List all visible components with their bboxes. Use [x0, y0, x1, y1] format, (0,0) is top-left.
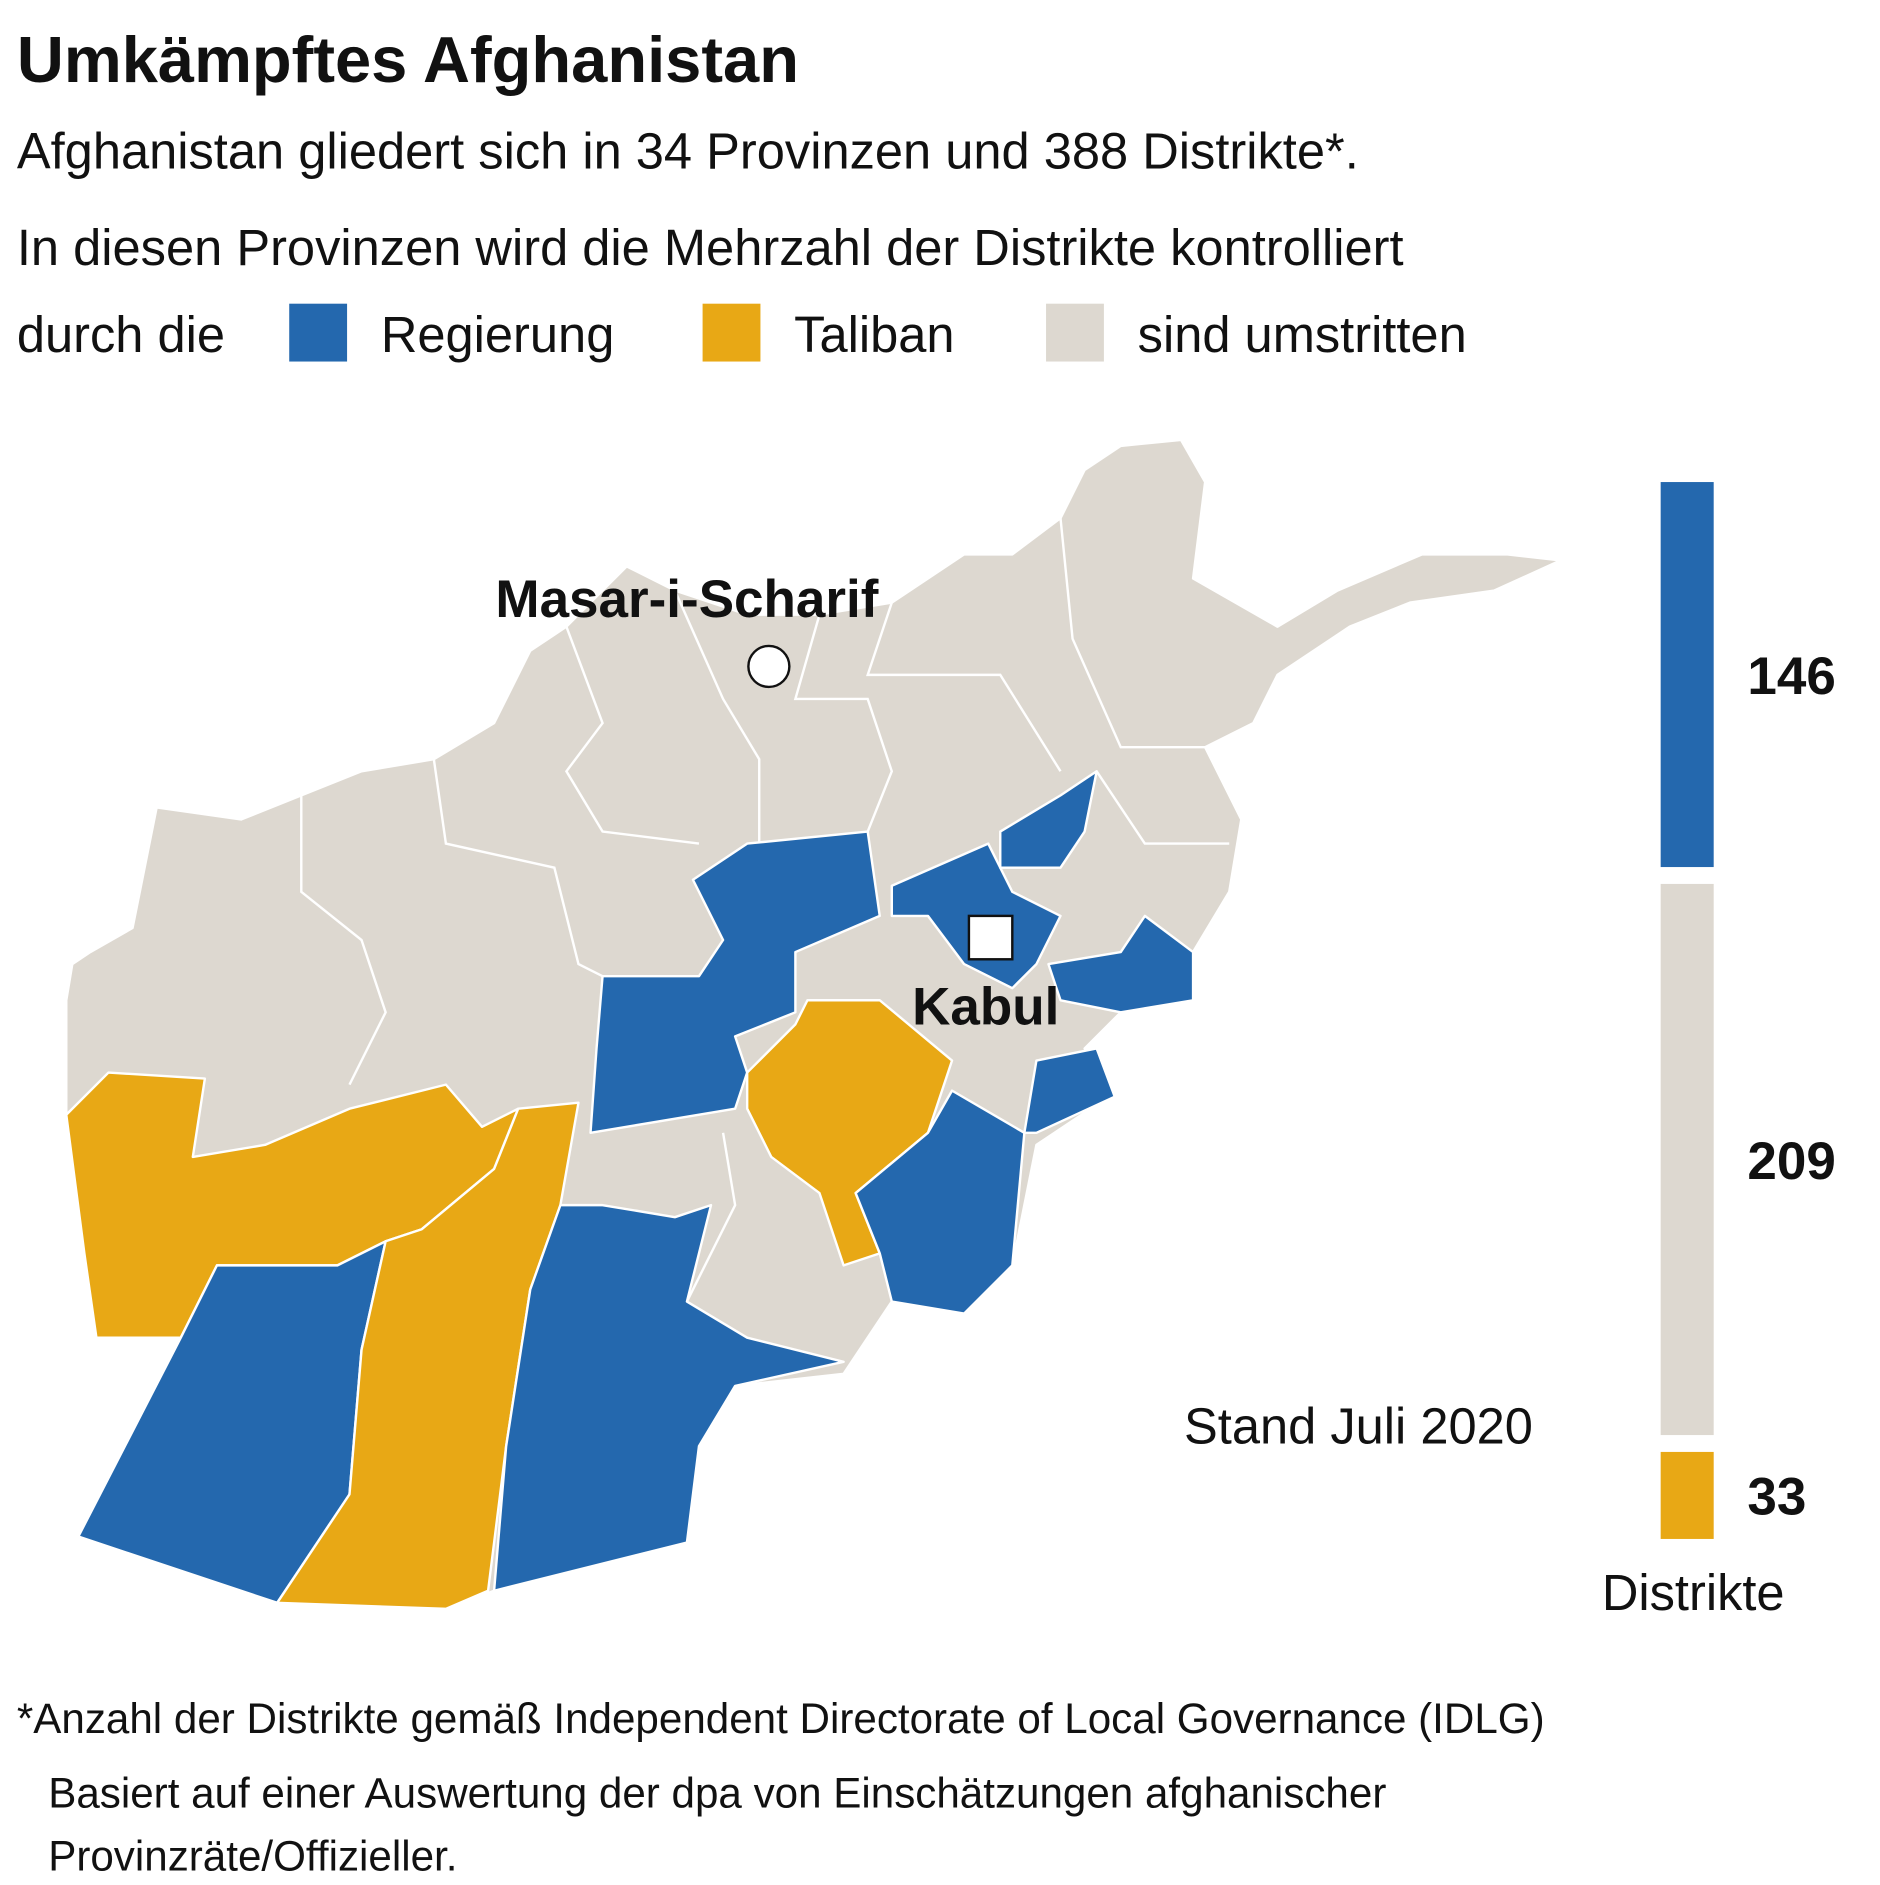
- footnote: *Anzahl der Distrikte gemäß Independent …: [17, 1695, 1545, 1742]
- bar-segment: [1660, 1451, 1714, 1539]
- province-border: [564, 626, 700, 845]
- legend-label: sind umstritten: [1138, 306, 1467, 363]
- province-border: [793, 614, 894, 832]
- intro-line: In diesen Provinzen wird die Mehrzahl de…: [17, 219, 1404, 276]
- title: Umkämpftes Afghanistan: [17, 23, 799, 96]
- province: [854, 1089, 1026, 1315]
- city-label: Masar-i-Scharif: [495, 570, 878, 629]
- province-border: [300, 795, 387, 1086]
- legend-swatch: [702, 303, 761, 362]
- province-border: [1095, 770, 1230, 845]
- legend-swatch: [289, 303, 348, 362]
- bar-value-label: 33: [1747, 1468, 1806, 1527]
- province-border: [432, 759, 604, 978]
- district-bar: 146 209 33: [1660, 482, 1836, 1539]
- province-border: [685, 1132, 737, 1303]
- province: [492, 1203, 845, 1592]
- bar-segment: [1660, 883, 1714, 1436]
- footnote: Basiert auf einer Auswertung der dpa von…: [48, 1770, 1386, 1817]
- legend-label: Taliban: [794, 306, 954, 363]
- legend-label: Regierung: [381, 306, 615, 363]
- province-border: [866, 602, 1062, 772]
- bar-value-label: 146: [1747, 647, 1835, 706]
- province: [999, 770, 1098, 869]
- capital-marker: [967, 914, 1014, 961]
- city-label: Kabul: [912, 977, 1059, 1036]
- province: [1023, 1047, 1116, 1135]
- footnote: Provinzräte/Offizieller.: [48, 1832, 457, 1879]
- legend: Regierung Taliban sind umstritten: [289, 303, 1467, 363]
- bar-value-label: 209: [1747, 1132, 1835, 1191]
- province-border: [673, 590, 761, 844]
- subtitle: Afghanistan gliedert sich in 34 Provinze…: [17, 123, 1359, 180]
- bar-unit: Distrikte: [1602, 1564, 1785, 1621]
- legend-swatch: [1046, 303, 1104, 362]
- map: Masar-i-Scharif Kabul: [65, 438, 1562, 1611]
- province: [589, 830, 881, 1135]
- bar-segment: [1660, 482, 1714, 868]
- date-note: Stand Juli 2020: [1184, 1398, 1533, 1455]
- province-border: [1059, 518, 1206, 749]
- intro-line: durch die: [17, 306, 225, 363]
- province: [1047, 914, 1195, 1014]
- city-marker: [747, 644, 791, 689]
